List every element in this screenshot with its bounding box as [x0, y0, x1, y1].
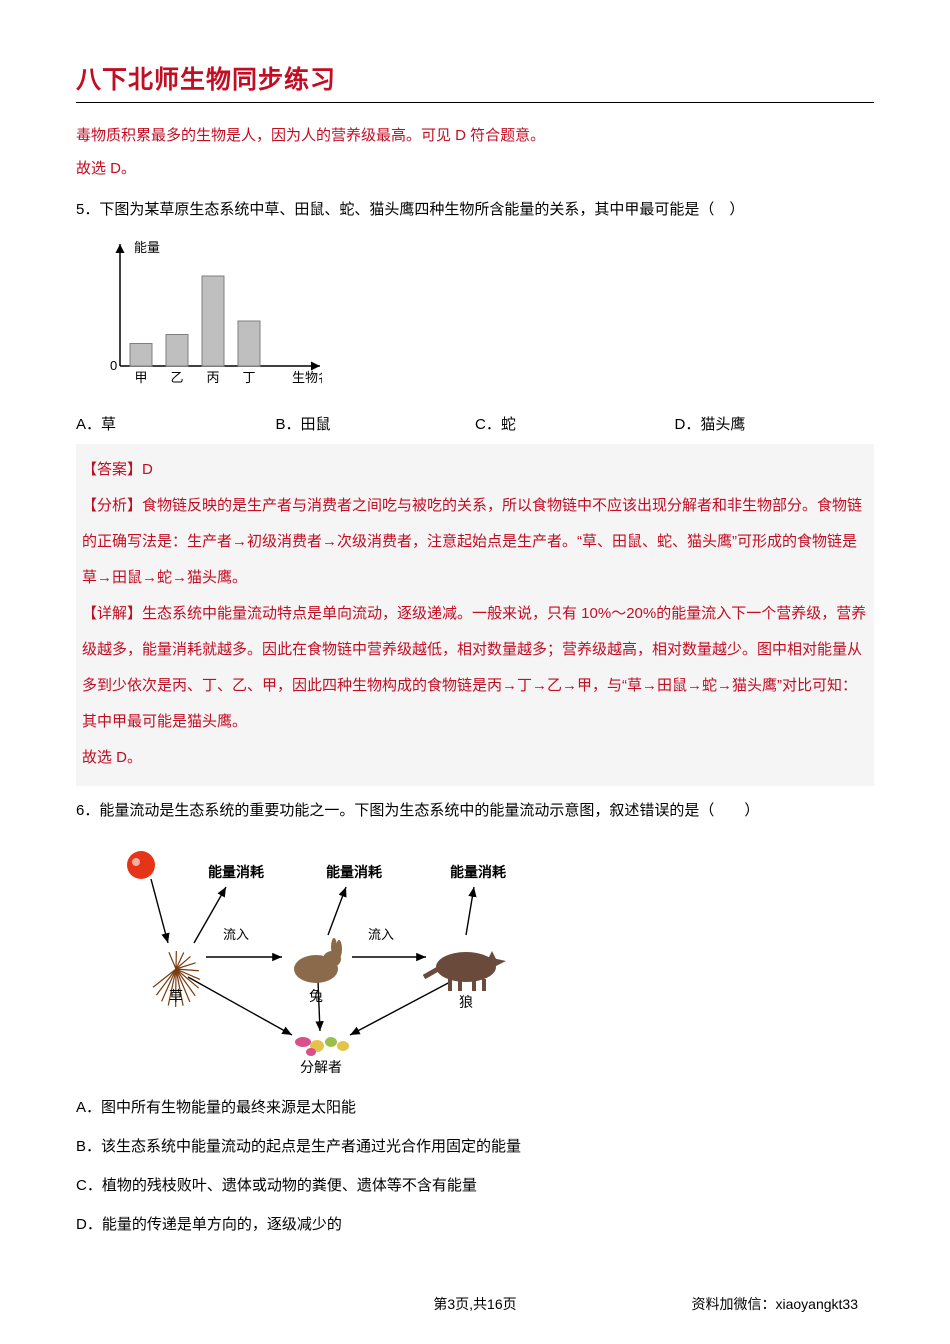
svg-text:狼: 狼 [459, 994, 473, 1010]
svg-text:丁: 丁 [242, 370, 255, 385]
svg-text:能量消耗: 能量消耗 [326, 864, 382, 880]
detail-label: 【详解】 [82, 605, 142, 622]
q6-energy-flow-diagram: 能量消耗 能量消耗 能量消耗草 兔 狼分解者 流入 流入 [106, 835, 874, 1080]
svg-text:生物名称: 生物名称 [292, 370, 322, 385]
q5-conclusion: 故选 D。 [82, 740, 868, 776]
svg-text:乙: 乙 [170, 370, 183, 385]
page-prefix: 第 [433, 1296, 447, 1312]
q6-option-b: B．该生态系统中能量流动的起点是生产者通过光合作用固定的能量 [76, 1127, 874, 1166]
intro-conclusion: 故选 D。 [76, 152, 874, 185]
q5-option-a: A．草 [76, 413, 276, 434]
svg-text:0: 0 [110, 358, 117, 373]
page-number: 3 [447, 1296, 455, 1312]
svg-text:流入: 流入 [368, 927, 394, 942]
svg-text:能量消耗: 能量消耗 [450, 864, 506, 880]
analysis-text: 食物链反映的是生产者与消费者之间吃与被吃的关系，所以食物链中不应该出现分解者和非… [82, 497, 862, 586]
svg-text:丙: 丙 [206, 370, 219, 385]
q6-option-a: A．图中所有生物能量的最终来源是太阳能 [76, 1088, 874, 1127]
answer-label: 【答案】 [82, 461, 142, 478]
q5-option-d: D．猫头鹰 [675, 413, 875, 434]
page-total: 16 [487, 1296, 503, 1312]
answer-value: D [142, 461, 153, 478]
svg-text:能量: 能量 [134, 240, 160, 255]
q5-answer-block: 【答案】D 【分析】食物链反映的是生产者与消费者之间吃与被吃的关系，所以食物链中… [76, 444, 874, 786]
analysis-label: 【分析】 [82, 497, 142, 514]
intro-line-1: 毒物质积累最多的生物是人，因为人的营养级最高。可见 D 符合题意。 [76, 119, 874, 152]
detail-text: 生态系统中能量流动特点是单向流动，逐级递减。一般来说，只有 10%～20%的能量… [82, 605, 866, 730]
document-title: 八下北师生物同步练习 [76, 60, 874, 103]
svg-text:分解者: 分解者 [300, 1059, 342, 1075]
q5-option-b: B．田鼠 [276, 413, 476, 434]
svg-text:能量消耗: 能量消耗 [208, 864, 264, 880]
q5-options: A．草 B．田鼠 C．蛇 D．猫头鹰 [76, 413, 874, 434]
q6-option-c: C．植物的残枝败叶、遗体或动物的粪便、遗体等不含有能量 [76, 1166, 874, 1205]
q5-stem: 5．下图为某草原生态系统中草、田鼠、蛇、猫头鹰四种生物所含能量的关系，其中甲最可… [76, 193, 874, 226]
svg-text:流入: 流入 [223, 927, 249, 942]
q6-option-d: D．能量的传递是单方向的，逐级减少的 [76, 1205, 874, 1244]
q5-option-c: C．蛇 [475, 413, 675, 434]
page-mid: 页,共 [455, 1296, 487, 1312]
q6-stem: 6．能量流动是生态系统的重要功能之一。下图为生态系统中的能量流动示意图，叙述错误… [76, 794, 874, 827]
svg-text:草: 草 [169, 988, 183, 1004]
page-suffix: 页 [503, 1296, 517, 1312]
svg-text:甲: 甲 [134, 370, 147, 385]
page-footer: 第3页,共16页 资料加微信：xiaoyangkt33 [0, 1294, 950, 1314]
q5-bar-chart: 能量 0 甲 乙 丙 丁 生物名称 [92, 236, 874, 401]
svg-text:兔: 兔 [309, 988, 323, 1004]
